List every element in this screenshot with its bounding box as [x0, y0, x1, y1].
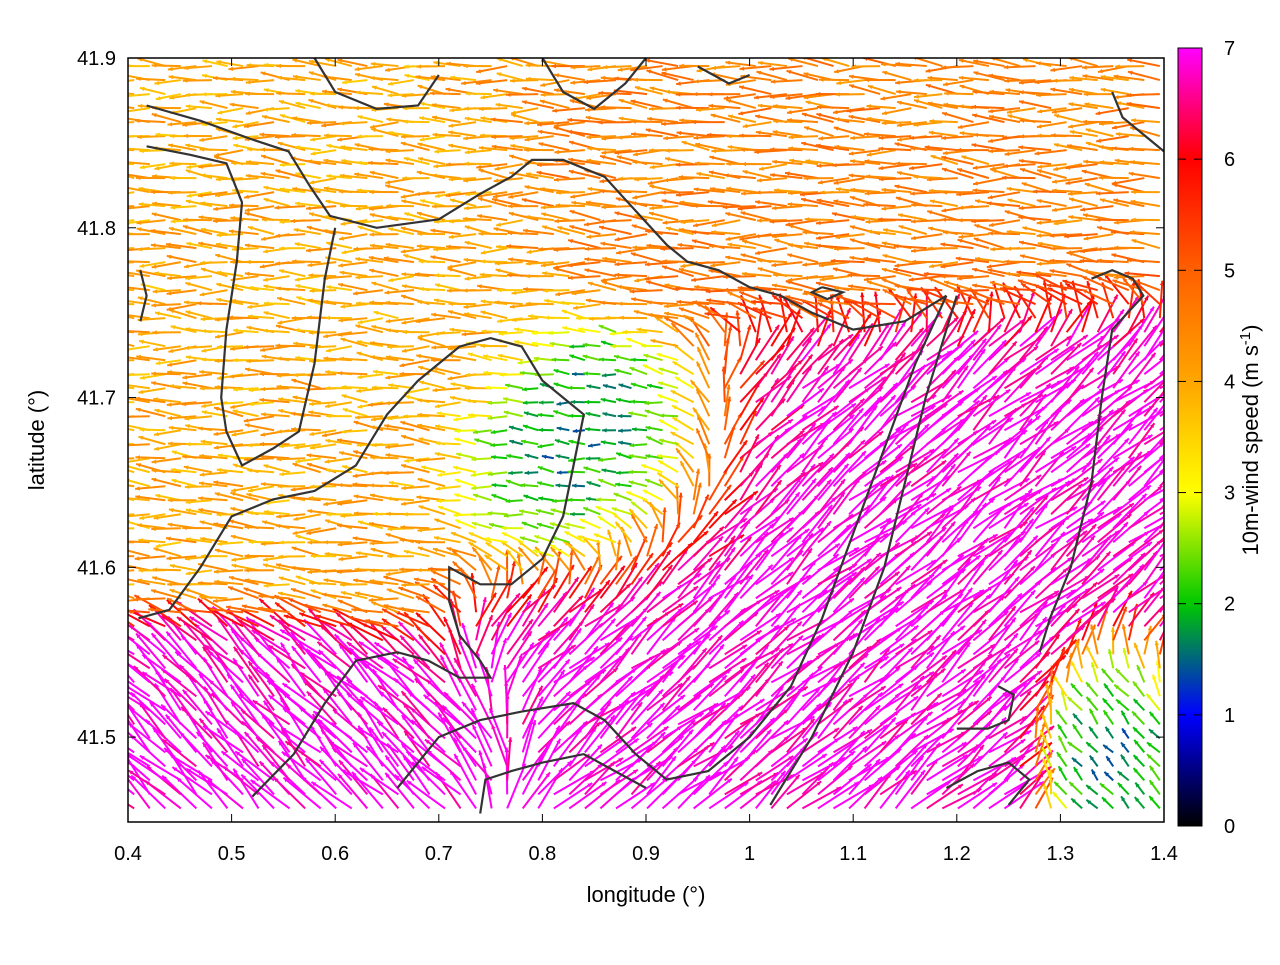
- y-tick-label: 41.7: [77, 388, 116, 410]
- colorbar-tick-label: 6: [1224, 149, 1235, 171]
- x-tick-label: 1.2: [943, 843, 971, 865]
- x-tick-label: 1: [744, 843, 755, 865]
- colorbar-label: 10m-wind speed (m s-1): [1237, 325, 1263, 556]
- colorbar-label-end: ): [1238, 325, 1263, 332]
- y-tick-label: 41.6: [77, 557, 116, 579]
- y-tick-label: 41.9: [77, 48, 116, 70]
- colorbar-tick-label: 0: [1224, 816, 1235, 838]
- colorbar-tick-label: 2: [1224, 594, 1235, 616]
- colorbar-tick-label: 3: [1224, 483, 1235, 505]
- x-tick-label: 0.6: [321, 843, 349, 865]
- x-tick-label: 1.4: [1150, 843, 1178, 865]
- x-tick-label: 0.5: [218, 843, 246, 865]
- colorbar-tick-label: 7: [1224, 38, 1235, 60]
- x-tick-label: 1.3: [1046, 843, 1074, 865]
- y-axis-label: latitude (°): [24, 390, 49, 491]
- colorbar-tick-label: 5: [1224, 260, 1235, 282]
- colorbar-label-exponent: -1: [1237, 332, 1254, 345]
- colorbar-tick-label: 1: [1224, 705, 1235, 727]
- colorbar-label-main: 10m-wind speed (m s: [1238, 345, 1263, 555]
- x-tick-label: 0.8: [528, 843, 556, 865]
- x-tick-label: 0.7: [425, 843, 453, 865]
- colorbar: [1178, 48, 1202, 826]
- y-tick-label: 41.8: [77, 218, 116, 240]
- x-tick-label: 0.9: [632, 843, 660, 865]
- x-tick-label: 1.1: [839, 843, 867, 865]
- x-tick-label: 0.4: [114, 843, 142, 865]
- x-axis-label: longitude (°): [587, 882, 706, 907]
- y-tick-label: 41.5: [77, 727, 116, 749]
- colorbar-tick-label: 4: [1224, 371, 1235, 393]
